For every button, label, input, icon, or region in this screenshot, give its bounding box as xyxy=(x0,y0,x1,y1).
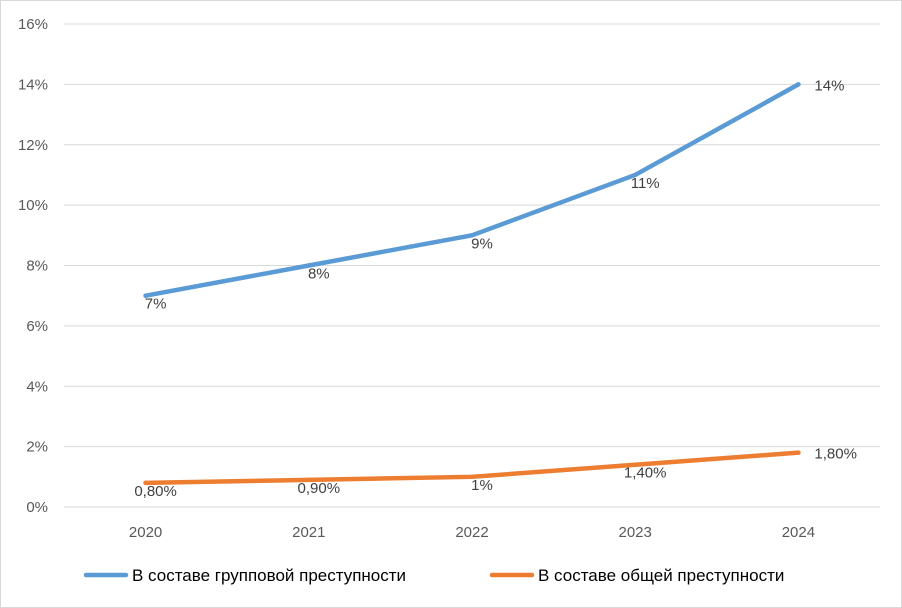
data-point xyxy=(633,172,638,178)
legend-entry: В составе групповой преступности xyxy=(132,566,406,585)
data-point xyxy=(796,82,801,87)
data-label: 9% xyxy=(471,235,493,252)
y-tick-label: 12% xyxy=(18,137,48,154)
legend: В составе групповой преступности В состав… xyxy=(83,566,784,585)
x-tick-label: 2020 xyxy=(129,524,162,541)
data-label: 0,90% xyxy=(298,480,341,497)
data-label: 8% xyxy=(308,266,330,283)
legend-entry: В составе общей преступности xyxy=(538,566,784,585)
data-label: 1,80% xyxy=(814,446,857,463)
y-tick-label: 0% xyxy=(26,499,48,516)
y-tick-label: 2% xyxy=(26,439,48,456)
y-tick-label: 16% xyxy=(18,16,48,33)
x-tick-label: 2022 xyxy=(455,524,488,541)
y-axis-ticks: 0% 2% 4% 6% 8% 10% 12% 14% 16% xyxy=(18,16,48,516)
series-line xyxy=(143,82,801,298)
y-tick-label: 8% xyxy=(26,258,48,275)
data-label: 14% xyxy=(814,77,844,94)
gridlines xyxy=(64,23,880,508)
y-tick-label: 4% xyxy=(26,378,48,395)
data-point xyxy=(469,233,475,238)
data-point xyxy=(469,474,475,480)
data-label: 1,40% xyxy=(624,465,667,482)
data-label: 7% xyxy=(145,296,167,313)
y-tick-label: 10% xyxy=(18,197,48,214)
data-point xyxy=(306,263,311,268)
series-lines xyxy=(143,82,801,486)
data-point xyxy=(306,477,311,483)
y-tick-label: 14% xyxy=(18,76,48,93)
x-tick-label: 2021 xyxy=(292,524,325,541)
data-label: 1% xyxy=(471,477,493,494)
data-point xyxy=(143,293,148,298)
y-tick-label: 6% xyxy=(26,318,48,335)
data-point xyxy=(143,480,148,486)
data-point xyxy=(633,462,638,467)
data-label: 11% xyxy=(631,175,660,192)
data-label: 0,80% xyxy=(134,483,177,500)
x-axis-ticks: 2020 2021 2022 2023 2024 xyxy=(129,524,815,541)
x-tick-label: 2023 xyxy=(619,524,652,541)
data-labels: 7% 8% 9% 11% 14% 0,80% 0,90% 1% 1,40% 1,80% xyxy=(134,77,857,499)
x-tick-label: 2024 xyxy=(782,524,815,541)
data-point xyxy=(796,450,801,455)
